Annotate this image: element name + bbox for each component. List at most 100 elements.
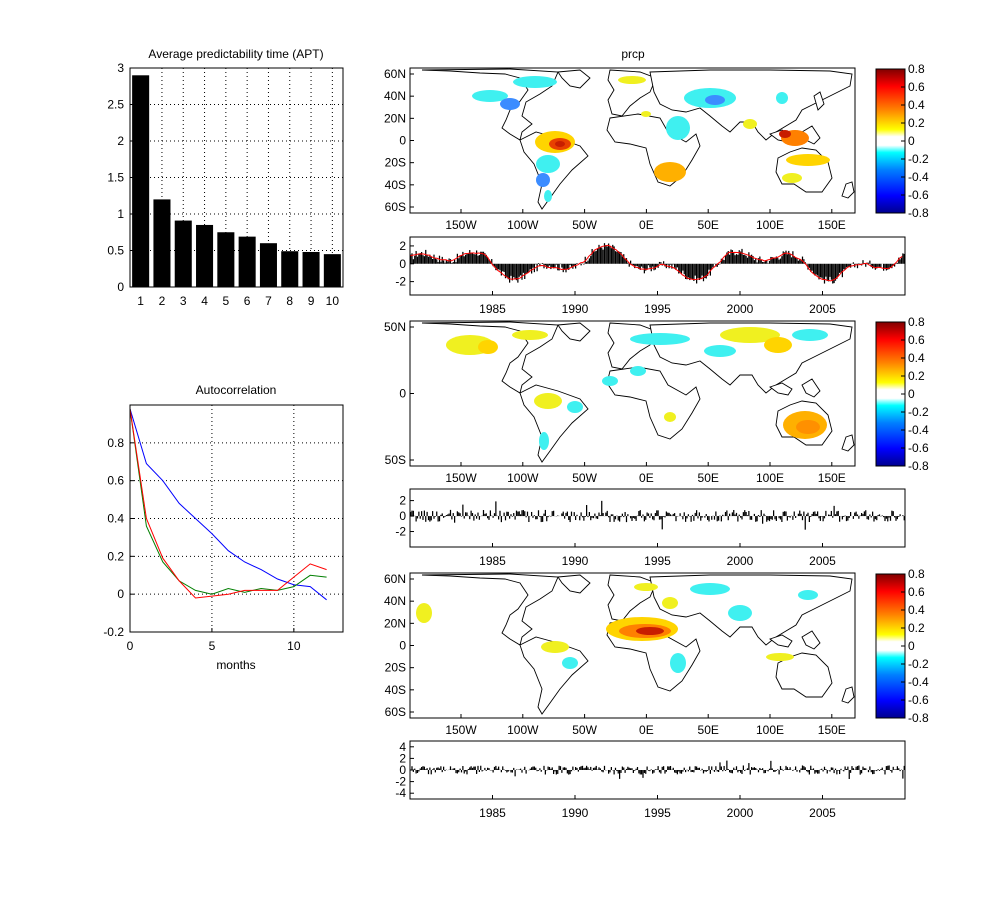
time-series-1-bar	[737, 254, 739, 264]
time-series-2-bar	[602, 513, 604, 517]
time-series-2-bar	[874, 516, 876, 520]
time-series-1-bar	[587, 260, 589, 264]
time-series-1-bar	[613, 246, 615, 264]
time-series-3-bar	[480, 765, 482, 770]
time-series-2-bar	[525, 516, 527, 518]
time-series-2-bar	[645, 516, 647, 520]
time-series-2-bar	[599, 515, 601, 517]
time-series-2-bar	[427, 516, 430, 521]
time-series-1-bar	[790, 257, 793, 264]
time-series-3-bar	[668, 766, 670, 770]
time-series-1-bar	[668, 263, 670, 269]
time-series-3-bar	[687, 770, 689, 772]
time-series-3-bar	[707, 770, 709, 771]
time-series-3-bar	[554, 770, 556, 772]
time-series-2-x-tick-label: 2005	[809, 554, 836, 568]
colorbar-3-gradient	[875, 573, 906, 719]
time-series-2-bar	[741, 516, 743, 520]
time-series-1-x-tick-label: 1990	[562, 302, 589, 316]
time-series-1-y-tick-label: 2	[399, 239, 406, 253]
time-series-2-bar	[887, 516, 889, 522]
map-2-x-tick-label: 100E	[756, 471, 784, 485]
time-series-1-bar	[554, 263, 556, 269]
time-series-2-bar	[632, 516, 634, 518]
map-1-anomaly-field	[472, 76, 830, 202]
time-series-2-bar	[716, 516, 718, 522]
time-series-1-bar	[547, 263, 549, 268]
time-series-1-bar	[667, 263, 669, 265]
time-series-2-bar	[892, 511, 894, 517]
time-series-3-bar	[773, 770, 775, 772]
time-series-3-bar	[738, 770, 740, 771]
time-series-1-bar	[529, 263, 531, 270]
time-series-3-bar	[638, 770, 640, 774]
time-series-2-bar	[462, 504, 464, 517]
time-series-2-bar	[818, 516, 820, 519]
time-series-2-bar	[795, 516, 797, 518]
map-2-y-ticks: 50N 0 50S	[384, 320, 414, 467]
time-series-1-bar	[770, 256, 772, 264]
time-series-2-bar	[465, 512, 467, 517]
map-3-y-ticks: 60N 40N 20N 0 20S 40S 60S	[384, 572, 414, 719]
time-series-3-bar	[425, 769, 427, 770]
map-1-x-tick-label: 50E	[698, 218, 719, 232]
time-series-1-bar	[830, 263, 832, 280]
colorbar-1-gradient	[875, 68, 906, 214]
time-series-2-bar	[614, 516, 617, 520]
autocorrelation-chart: Autocorrelation -0.200.20.40.60.8 0 5 10 m…	[103, 383, 344, 672]
time-series-2-bar	[800, 513, 802, 517]
time-series-3-bar	[639, 770, 641, 775]
time-series-1-bar	[500, 263, 502, 276]
time-series-3-bar	[529, 768, 531, 770]
time-series-2-bar	[594, 513, 596, 517]
time-series-1-bar	[676, 263, 678, 268]
time-series-3-bar	[862, 766, 864, 770]
time-series-3-bar	[443, 766, 445, 770]
time-series-3-bar	[704, 770, 706, 772]
time-series-2-bar	[746, 515, 749, 517]
time-series-2-bar	[653, 516, 655, 521]
time-series-2-y-tick-label: 0	[399, 509, 406, 523]
time-series-3-bar	[625, 768, 628, 770]
time-series-2-bar	[700, 516, 702, 521]
time-series-1-bar	[752, 256, 754, 264]
time-series-3-bar	[792, 770, 794, 771]
time-series-1-bar	[896, 262, 898, 264]
time-series-3-bar	[488, 768, 490, 770]
time-series-1-bar	[649, 263, 651, 268]
colorbar-3-tick-label: -0.4	[908, 675, 929, 689]
time-series-1-bar	[550, 263, 552, 270]
time-series-3-bar	[623, 767, 625, 770]
time-series-1-bar	[495, 263, 497, 271]
time-series-1-bar	[766, 259, 768, 264]
time-series-1-bar	[867, 262, 870, 264]
time-series-1-bar	[843, 263, 845, 270]
time-series-3-bar	[510, 770, 512, 773]
time-series-2-bar	[474, 514, 476, 517]
apt-x-tick-label: 7	[265, 294, 272, 308]
time-series-2-bar	[733, 509, 735, 517]
time-series-2-bar	[726, 510, 728, 517]
time-series-3-bar	[845, 768, 848, 770]
time-series-2-bar	[489, 510, 491, 517]
time-series-2-bar	[639, 510, 641, 517]
apt-plot-frame	[129, 67, 344, 288]
time-series-1-bar	[848, 263, 850, 268]
time-series-3-bar	[587, 767, 589, 770]
autocorrelation-x-label: months	[216, 658, 255, 672]
map-1-y-tick-label: 60N	[384, 67, 406, 81]
time-series-1-bar	[833, 263, 835, 284]
autocorrelation-y-tick-label: 0.8	[107, 436, 124, 450]
time-series-2-bar	[517, 511, 519, 517]
time-series-3-bar	[478, 770, 480, 772]
map-2-y-tick-label: 50N	[384, 320, 406, 334]
time-series-3-bar	[682, 770, 684, 772]
time-series-3-bar	[603, 765, 606, 770]
map-1-x-tick-label: 50W	[572, 218, 597, 232]
colorbar-2-tick-label: -0.8	[908, 459, 929, 473]
map-1-x-tick-label: 100W	[507, 218, 539, 232]
time-series-2-bar	[724, 511, 727, 517]
time-series-3-bar	[506, 770, 508, 773]
